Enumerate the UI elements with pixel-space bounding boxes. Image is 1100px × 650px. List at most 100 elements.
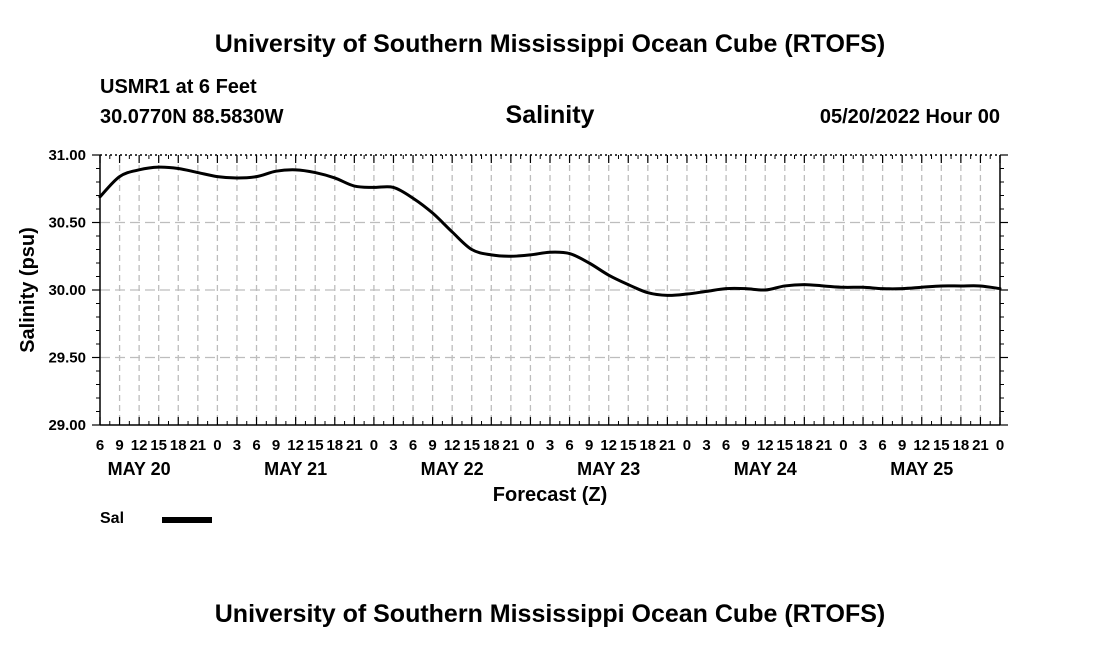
data-point <box>255 175 258 178</box>
x-axis-title: Forecast (Z) <box>493 484 607 506</box>
data-point <box>490 253 493 257</box>
data-point <box>861 286 865 289</box>
x-tick-label: 0 <box>996 437 1004 454</box>
x-tick-label: 15 <box>150 437 167 454</box>
x-tick-label: 21 <box>503 437 520 454</box>
x-tick-label: 6 <box>96 437 104 454</box>
data-point <box>450 230 454 234</box>
x-tick-label: 18 <box>170 437 187 454</box>
x-tick-label: 18 <box>326 437 343 454</box>
data-point <box>803 283 806 286</box>
chart-main-title: University of Southern Mississippi Ocean… <box>214 30 886 58</box>
data-point <box>666 294 669 297</box>
data-point <box>607 273 610 277</box>
data-point <box>372 186 376 189</box>
x-day-label: MAY 21 <box>264 459 327 479</box>
data-point <box>744 287 747 290</box>
data-point <box>920 286 923 289</box>
y-tick-label: 29.00 <box>48 417 86 434</box>
data-point <box>235 176 239 180</box>
data-point <box>509 255 513 258</box>
data-point <box>881 287 884 290</box>
x-tick-label: 21 <box>972 437 989 454</box>
data-point <box>705 290 708 293</box>
x-day-label: MAY 25 <box>890 459 953 479</box>
data-point <box>587 261 591 265</box>
x-tick-label: 9 <box>115 437 123 454</box>
data-point <box>998 287 1002 290</box>
x-tick-label: 12 <box>913 437 930 454</box>
x-tick-label: 18 <box>483 437 500 454</box>
x-tick-label: 15 <box>933 437 950 454</box>
legend-line-swatch <box>162 517 212 523</box>
station-label: USMR1 at 6 Feet <box>100 76 257 98</box>
data-point <box>822 284 826 288</box>
x-tick-label: 3 <box>233 437 241 454</box>
x-tick-label: 12 <box>131 437 148 454</box>
x-tick-label: 21 <box>816 437 833 454</box>
x-tick-label: 18 <box>953 437 970 454</box>
data-point <box>177 167 180 170</box>
data-point <box>548 251 552 254</box>
x-tick-label: 12 <box>444 437 461 454</box>
data-point <box>196 171 200 174</box>
forecast-datetime: 05/20/2022 Hour 00 <box>819 106 1000 128</box>
x-tick-label: 15 <box>463 437 480 454</box>
data-point <box>411 197 415 200</box>
data-point <box>274 170 278 173</box>
data-point <box>764 288 767 292</box>
x-tick-label: 9 <box>272 437 280 454</box>
x-tick-label: 3 <box>702 437 710 454</box>
x-tick-label: 3 <box>546 437 554 454</box>
x-tick-label: 15 <box>307 437 324 454</box>
x-tick-label: 3 <box>859 437 867 454</box>
x-tick-label: 6 <box>565 437 573 454</box>
x-tick-label: 9 <box>428 437 436 454</box>
x-tick-label: 18 <box>639 437 656 454</box>
data-point <box>842 286 845 289</box>
data-point <box>627 283 630 286</box>
y-tick-label: 30.50 <box>48 215 86 232</box>
station-coordinates: 30.0770N 88.5830W <box>100 106 284 128</box>
y-tick-label: 30.00 <box>48 282 86 299</box>
data-point <box>685 292 689 296</box>
data-point <box>724 287 728 290</box>
data-point <box>431 211 434 215</box>
data-point <box>392 186 395 189</box>
x-day-label: MAY 20 <box>108 459 171 479</box>
data-point <box>333 176 336 180</box>
x-tick-label: 15 <box>620 437 637 454</box>
legend-label: Sal <box>100 510 125 527</box>
data-point <box>157 165 160 169</box>
x-day-label: MAY 22 <box>421 459 484 479</box>
x-tick-label: 0 <box>526 437 534 454</box>
y-axis-title: Salinity (psu) <box>17 227 39 353</box>
x-day-label: MAY 24 <box>734 459 797 479</box>
data-point <box>783 284 786 288</box>
x-tick-label: 12 <box>600 437 617 454</box>
x-tick-label: 0 <box>683 437 691 454</box>
data-point <box>98 195 102 199</box>
data-point <box>979 284 982 288</box>
variable-title: Salinity <box>505 101 595 129</box>
x-tick-label: 9 <box>585 437 593 454</box>
x-tick-label: 21 <box>189 437 206 454</box>
x-tick-label: 0 <box>370 437 378 454</box>
data-point <box>529 253 532 257</box>
x-tick-label: 9 <box>898 437 906 454</box>
x-tick-label: 21 <box>346 437 363 454</box>
y-tick-label: 29.50 <box>48 350 86 367</box>
data-point <box>568 252 571 255</box>
data-point <box>940 284 943 288</box>
data-point <box>959 284 963 288</box>
x-tick-label: 6 <box>409 437 417 454</box>
data-point <box>137 168 141 172</box>
data-point <box>470 248 473 251</box>
x-tick-label: 15 <box>776 437 793 454</box>
x-tick-label: 9 <box>741 437 749 454</box>
x-day-label: MAY 23 <box>577 459 640 479</box>
x-tick-label: 6 <box>252 437 260 454</box>
data-point <box>646 291 650 294</box>
x-tick-label: 12 <box>757 437 774 454</box>
